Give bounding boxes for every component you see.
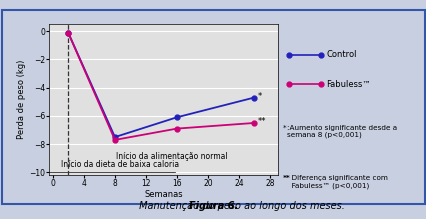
Text: :Aumento significante desde a
semana 8 (p<0,001): :Aumento significante desde a semana 8 (… — [286, 125, 396, 138]
Text: Manutenção do peso ao longo dos meses.: Manutenção do peso ao longo dos meses. — [135, 201, 344, 211]
Text: Diferença significante com
  Fabuless™ (p<0,001): Diferença significante com Fabuless™ (p<… — [286, 175, 387, 189]
Text: **: ** — [282, 175, 290, 181]
Text: **: ** — [257, 117, 265, 126]
Y-axis label: Perda de peso (kg): Perda de peso (kg) — [17, 60, 26, 139]
Text: *: * — [282, 125, 286, 131]
Text: Control: Control — [326, 50, 356, 59]
X-axis label: Semanas: Semanas — [144, 190, 182, 199]
Text: Início da dieta de baixa caloria: Início da dieta de baixa caloria — [60, 160, 178, 169]
Text: Início da alimentação normal: Início da alimentação normal — [116, 152, 227, 161]
Text: *: * — [257, 92, 261, 101]
Text: Fabuless™: Fabuless™ — [326, 79, 371, 89]
Text: Figura 6.: Figura 6. — [188, 201, 238, 211]
